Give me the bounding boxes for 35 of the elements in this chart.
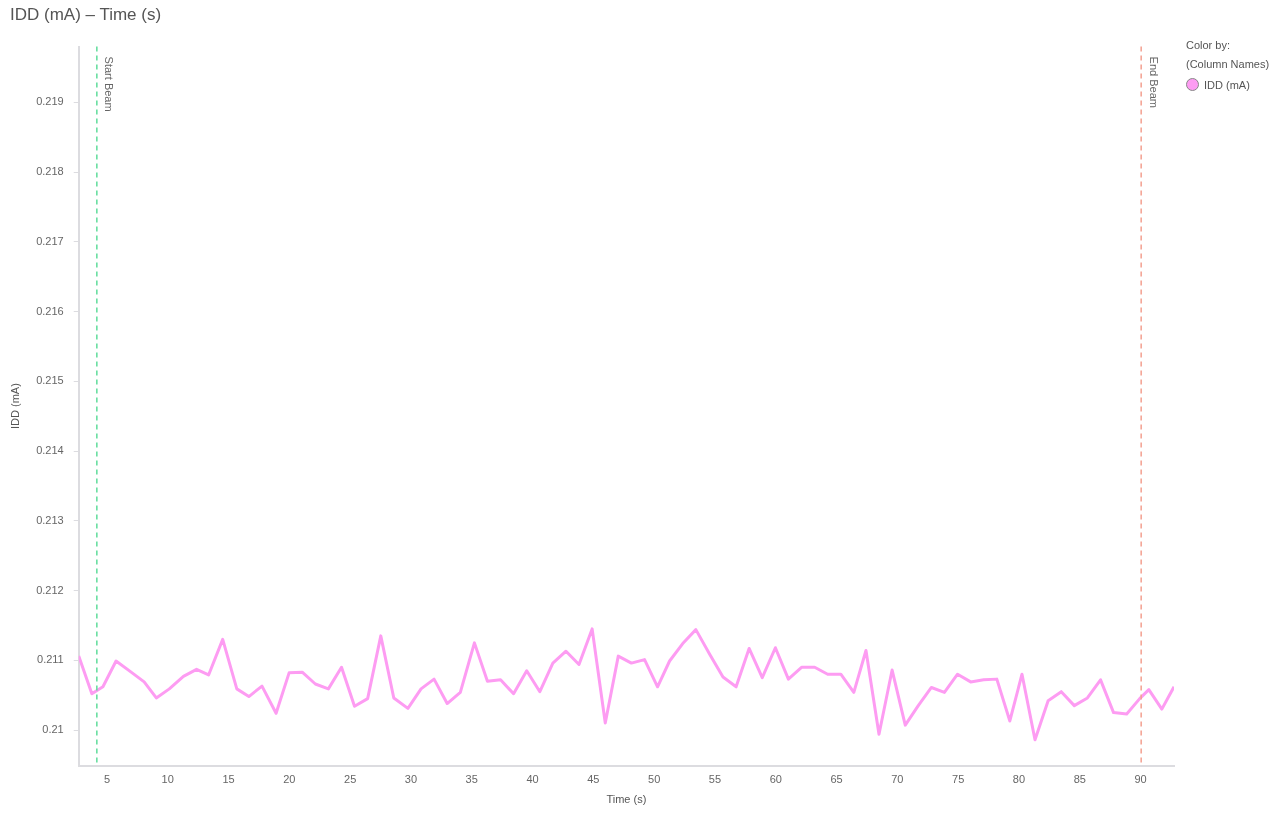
legend-title: Color by: (Column Names): [1186, 38, 1271, 72]
x-tick-label: 80: [1012, 773, 1026, 786]
x-tick-label: 40: [526, 773, 539, 786]
y-tick-label: 0.217: [36, 234, 64, 247]
y-tick-label: 0.215: [36, 374, 64, 387]
x-tick-label: 25: [344, 773, 357, 786]
x-tick-label: 10: [161, 773, 174, 786]
y-tick-label: 0.218: [36, 165, 64, 178]
y-tick-label: 0.214: [36, 444, 64, 457]
x-tick-label: 50: [648, 773, 661, 786]
chart-title: IDD (mA) – Time (s): [10, 5, 162, 25]
x-tick-label: 60: [769, 773, 782, 786]
x-tick-label: 5: [103, 773, 110, 786]
x-tick-label: 20: [283, 773, 296, 786]
x-tick-label: 35: [465, 773, 478, 786]
ref-line-label: Start Beam: [103, 56, 116, 112]
y-axis-title: IDD (mA): [8, 383, 21, 430]
x-tick-label: 65: [830, 773, 843, 786]
x-tick-label: 55: [708, 773, 722, 786]
y-tick-label: 0.216: [36, 304, 64, 317]
y-tick-label: 0.213: [36, 513, 64, 526]
x-tick-label: 85: [1073, 773, 1086, 786]
y-tick-label: 0.211: [37, 653, 64, 666]
x-tick-label: 75: [952, 773, 965, 786]
ref-line-label: End Beam: [1147, 56, 1160, 108]
x-tick-label: 90: [1134, 773, 1147, 786]
y-tick-label: 0.21: [42, 723, 64, 736]
legend-label: IDD (mA): [1204, 78, 1250, 91]
x-tick-label: 30: [404, 773, 418, 786]
x-tick-label: 70: [891, 773, 904, 786]
y-tick-label: 0.212: [36, 583, 64, 596]
x-tick-label: 45: [587, 773, 600, 786]
x-tick-label: 15: [222, 773, 235, 786]
y-tick-label: 0.219: [36, 95, 64, 108]
x-axis-title: Time (s): [606, 793, 647, 806]
